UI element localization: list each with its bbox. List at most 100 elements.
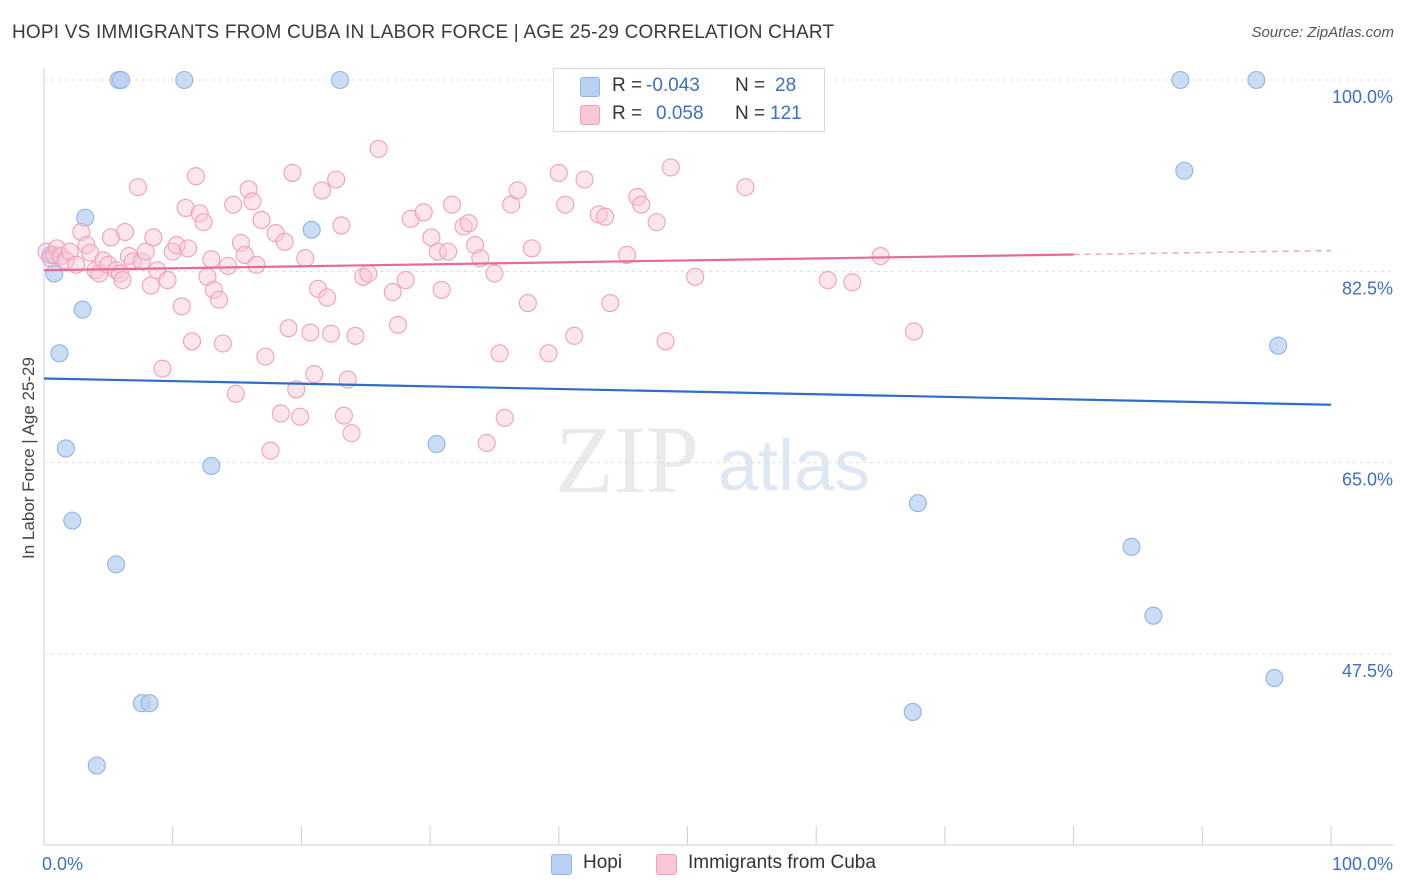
cuba-point-103 <box>565 326 584 345</box>
cuba-point-113 <box>656 332 675 351</box>
cuba-point-78 <box>383 283 402 302</box>
hopi-legend-label: Hopi <box>583 852 623 873</box>
cuba-point-37 <box>190 204 209 223</box>
y-axis-label: In Labor Force | Age 25-29 <box>19 357 38 559</box>
cuba-point-35 <box>182 332 202 351</box>
cuba-point-79 <box>388 315 407 334</box>
cuba-point-59 <box>283 163 302 182</box>
cuba-point-76 <box>359 264 378 283</box>
cuba-point-102 <box>556 195 575 214</box>
hopi-point-22 <box>1144 606 1163 625</box>
y-tick-label-3: 47.5% <box>1342 661 1393 681</box>
cuba-point-71 <box>334 406 353 425</box>
cuba-point-48 <box>235 245 254 264</box>
cuba-point-73 <box>342 424 361 443</box>
cuba-point-87 <box>442 195 462 214</box>
cuba-point-64 <box>305 365 324 384</box>
cuba-point-23 <box>132 252 151 271</box>
cuba-point-68 <box>321 324 341 343</box>
hopi-r-value: -0.043 <box>646 75 700 96</box>
cuba-point-69 <box>327 170 346 189</box>
cuba-point-120 <box>904 322 924 341</box>
cuba-point-118 <box>843 273 862 292</box>
stats-legend: R = -0.043 N = 28 R = 0.058 N = 121 <box>553 68 825 132</box>
cuba-trend-line <box>43 253 1074 272</box>
y-tick-label-1: 82.5% <box>1342 278 1393 298</box>
watermark-layer: ZIP atlas <box>555 406 870 513</box>
watermark-zip: ZIP <box>555 406 699 513</box>
r-label: R = <box>612 75 643 96</box>
cuba-point-62 <box>296 249 315 268</box>
hopi-swatch <box>580 77 600 97</box>
cuba-point-44 <box>218 256 238 275</box>
cuba-point-40 <box>202 250 221 269</box>
cuba-point-89 <box>459 214 478 233</box>
cuba-point-67 <box>318 288 337 307</box>
cuba-point-18 <box>113 271 132 290</box>
hopi-point-11 <box>302 220 321 239</box>
cuba-point-93 <box>485 264 504 283</box>
chart-source: Source: ZipAtlas.com <box>1251 24 1394 41</box>
cuba-point-50 <box>243 192 262 211</box>
cuba-point-36 <box>186 167 205 186</box>
hopi-point-17 <box>427 435 446 454</box>
cuba-point-15 <box>101 228 120 247</box>
cuba-point-119 <box>871 246 890 266</box>
cuba-point-86 <box>439 242 458 261</box>
cuba-point-111 <box>632 195 651 214</box>
cuba-point-74 <box>346 326 365 345</box>
hopi-point-13 <box>107 555 126 574</box>
hopi-point-5 <box>56 439 75 458</box>
cuba-point-42 <box>209 290 229 309</box>
legend-row-hopi: R = -0.043 N = 28 <box>554 73 824 99</box>
hopi-point-3 <box>73 300 92 319</box>
cuba-point-33 <box>176 198 195 217</box>
cuba-point-57 <box>275 232 294 251</box>
hopi-legend-swatch <box>551 854 572 875</box>
cuba-point-115 <box>686 267 705 286</box>
cuba-point-52 <box>252 210 271 229</box>
cuba-point-66 <box>312 181 332 200</box>
cuba-point-99 <box>522 239 541 258</box>
cuba-point-41 <box>204 280 223 299</box>
y-tick-label-2: 65.0% <box>1342 470 1393 490</box>
x-tick-label-1: 100.0% <box>1332 854 1393 874</box>
hopi-point-6 <box>63 511 82 530</box>
cuba-point-58 <box>279 319 298 338</box>
cuba-point-60 <box>287 380 306 399</box>
hopi-point-9 <box>175 70 194 90</box>
cuba-point-112 <box>647 213 666 232</box>
cuba-point-49 <box>239 180 258 199</box>
hopi-point-21 <box>1122 537 1141 556</box>
hopi-point-15 <box>140 694 159 713</box>
points-layer <box>37 70 1288 775</box>
cuba-point-108 <box>601 293 620 313</box>
chart-title: HOPI VS IMMIGRANTS FROM CUBA IN LABOR FO… <box>12 22 835 43</box>
y-tick-label-0: 100.0% <box>1332 87 1393 107</box>
cuba-point-32 <box>172 297 191 316</box>
hopi-point-26 <box>1269 336 1288 355</box>
cuba-point-94 <box>490 344 509 363</box>
cuba-point-28 <box>153 359 172 378</box>
cuba-point-6 <box>60 242 79 261</box>
cuba-point-51 <box>247 255 266 274</box>
n-label: N = <box>735 103 766 124</box>
hopi-point-12 <box>87 756 106 775</box>
hopi-point-20 <box>908 494 927 513</box>
hopi-point-2 <box>76 208 95 227</box>
cuba-trend-extension <box>1073 249 1332 256</box>
cuba-point-82 <box>414 203 433 222</box>
hopi-point-19 <box>903 702 922 721</box>
cuba-point-29 <box>158 271 177 290</box>
cuba-point-117 <box>818 271 837 290</box>
cuba-point-24 <box>136 242 155 261</box>
cuba-point-54 <box>261 441 280 460</box>
cuba-point-46 <box>226 384 245 403</box>
cuba-point-63 <box>301 323 320 342</box>
hopi-point-1 <box>45 264 64 283</box>
cuba-point-107 <box>596 207 615 226</box>
cuba-r-value: 0.058 <box>656 103 704 124</box>
cuba-point-95 <box>495 408 514 427</box>
cuba-point-100 <box>539 344 558 363</box>
